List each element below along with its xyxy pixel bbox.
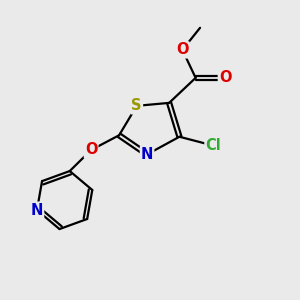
Text: N: N xyxy=(31,202,43,217)
Text: O: O xyxy=(219,70,231,86)
Text: Cl: Cl xyxy=(206,138,221,153)
Text: N: N xyxy=(141,147,153,162)
Text: O: O xyxy=(176,42,189,57)
Text: O: O xyxy=(85,142,98,158)
Text: S: S xyxy=(131,98,142,113)
